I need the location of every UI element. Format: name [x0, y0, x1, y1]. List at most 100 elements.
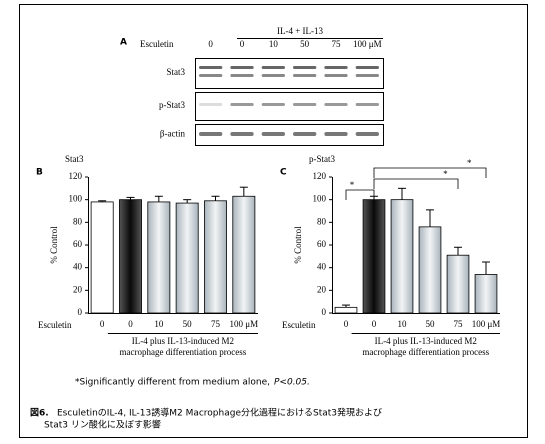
blot-band: [230, 103, 253, 106]
panel-label: A: [120, 38, 127, 48]
y-tick-label: 40: [73, 262, 83, 272]
footnote-p: P<0.05.: [274, 378, 310, 388]
blot-band: [356, 132, 379, 136]
bar: [233, 196, 255, 313]
y-tick-label: 100: [69, 194, 83, 204]
treatment-label: Esculetin: [140, 39, 174, 49]
blot-band: [262, 132, 285, 136]
blot-band: [356, 66, 379, 69]
blot-band: [324, 132, 347, 136]
bar: [391, 200, 413, 313]
group-label: macrophage differentiation process: [362, 347, 489, 357]
dose-label: 100 μM: [353, 39, 382, 49]
significance-label: *: [443, 169, 448, 179]
blot-band: [356, 103, 379, 106]
blot-row-label: Stat3: [166, 67, 185, 77]
x-tick-label: 50: [183, 319, 193, 329]
blot-box: [196, 93, 384, 121]
bar: [419, 227, 441, 313]
blot-band: [230, 66, 253, 69]
x-tick-label: 50: [426, 319, 436, 329]
blot-band: [199, 66, 222, 69]
blot-band: [293, 103, 316, 106]
blot-band: [356, 74, 379, 77]
bar: [475, 274, 497, 313]
bar: [335, 307, 357, 313]
dose-label: 50: [300, 39, 310, 49]
caption-label: 図6.: [30, 408, 49, 419]
y-axis-label: % Control: [49, 226, 59, 264]
y-tick-label: 80: [317, 216, 327, 226]
y-tick-label: 60: [317, 239, 327, 249]
y-tick-label: 40: [317, 262, 327, 272]
blot-band: [262, 74, 285, 77]
significance-label: *: [350, 180, 355, 190]
blot-band: [293, 66, 316, 69]
y-tick-label: 120: [313, 171, 327, 181]
bar: [363, 200, 385, 313]
x-tick-label: 0: [372, 319, 377, 329]
y-tick-label: 0: [78, 307, 83, 317]
blot-band: [324, 66, 347, 69]
group-label: IL-4 + IL-13: [277, 26, 324, 36]
dose-label: 0: [208, 39, 213, 49]
blot-band: [230, 132, 253, 136]
bar: [176, 203, 198, 313]
x-tick-label: 0: [100, 319, 105, 329]
x-axis-label: Esculetin: [38, 320, 72, 330]
chart-title: Stat3: [65, 154, 84, 164]
y-tick-label: 20: [73, 284, 83, 294]
x-tick-label: 75: [454, 319, 464, 329]
x-tick-label: 0: [344, 319, 349, 329]
blot-band: [199, 103, 222, 106]
x-tick-label: 100 μM: [230, 319, 259, 329]
x-tick-label: 75: [211, 319, 221, 329]
x-axis-label: Esculetin: [282, 320, 316, 330]
blot-band: [199, 74, 222, 77]
y-tick-label: 80: [73, 216, 83, 226]
blot-band: [324, 103, 347, 106]
blot-band: [293, 132, 316, 136]
group-label: macrophage differentiation process: [120, 347, 247, 357]
x-tick-label: 10: [398, 319, 408, 329]
significance-bracket: [374, 179, 458, 189]
dose-label: 10: [269, 39, 279, 49]
x-tick-label: 10: [154, 319, 164, 329]
blot-box: [196, 59, 384, 89]
y-tick-label: 20: [317, 284, 327, 294]
dose-label: 75: [332, 39, 342, 49]
chart-title: p-Stat3: [309, 154, 335, 164]
footnote: *Significantly different from medium alo…: [75, 378, 270, 388]
blot-box: [196, 125, 384, 146]
blot-band: [262, 103, 285, 106]
bar: [91, 202, 113, 313]
panel-label: B: [36, 168, 43, 178]
dose-label: 0: [240, 39, 245, 49]
blot-band: [262, 66, 285, 69]
caption-text: EsculetinのIL-4, IL-13誘導M2 Macrophage分化過程…: [57, 407, 382, 419]
x-tick-label: 100 μM: [472, 319, 501, 329]
y-axis-label: % Control: [293, 226, 303, 264]
x-tick-label: 0: [128, 319, 133, 329]
y-tick-label: 120: [69, 171, 83, 181]
figure: A Esculetin IL-4 + IL-13 *Significantly …: [0, 0, 545, 444]
y-tick-label: 60: [73, 239, 83, 249]
caption-text: Stat3 リン酸化に及ぼす影響: [44, 419, 161, 431]
blot-band: [199, 132, 222, 136]
panel-label: C: [280, 168, 287, 178]
group-label: IL-4 plus IL-13-induced M2: [132, 336, 234, 346]
group-label: IL-4 plus IL-13-induced M2: [375, 336, 477, 346]
blot-band: [230, 74, 253, 77]
y-tick-label: 0: [322, 307, 327, 317]
bar: [148, 202, 170, 313]
y-tick-label: 100: [313, 194, 327, 204]
significance-bracket: [374, 168, 486, 178]
significance-label: *: [467, 158, 472, 168]
bar: [447, 255, 469, 313]
blot-band: [324, 74, 347, 77]
bar: [204, 201, 226, 313]
blot-row-label: p-Stat3: [159, 100, 185, 110]
blot-band: [293, 74, 316, 77]
significance-bracket: [346, 190, 374, 200]
bar: [119, 200, 141, 313]
